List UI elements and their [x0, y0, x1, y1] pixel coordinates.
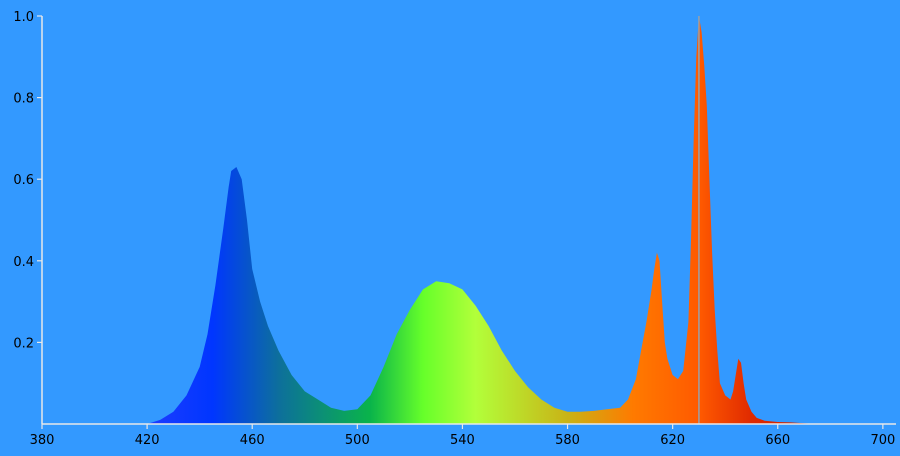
- x-tick-label: 660: [765, 433, 790, 448]
- y-tick-label: 0.6: [13, 173, 34, 188]
- y-tick-label: 0.2: [13, 336, 34, 351]
- spectrum-area: [147, 16, 818, 424]
- x-tick-label: 580: [555, 433, 580, 448]
- x-axis-ticks: 380 420 460 500 540 580 620 660 700: [30, 424, 895, 448]
- y-tick-label: 1.0: [13, 10, 34, 25]
- x-tick-label: 700: [870, 433, 895, 448]
- plot-area: [147, 16, 818, 424]
- x-tick-label: 620: [660, 433, 685, 448]
- x-tick-label: 500: [345, 433, 370, 448]
- x-tick-label: 540: [450, 433, 475, 448]
- y-axis-ticks: 0.2 0.4 0.6 0.8 1.0: [13, 10, 42, 351]
- y-tick-label: 0.8: [13, 92, 34, 107]
- y-tick-label: 0.4: [13, 255, 34, 270]
- x-tick-label: 420: [135, 433, 160, 448]
- x-tick-label: 380: [30, 433, 55, 448]
- x-tick-label: 460: [240, 433, 265, 448]
- axes: 380 420 460 500 540 580 620 660 700 0.2 0.4 0.6 0.8…: [13, 10, 896, 448]
